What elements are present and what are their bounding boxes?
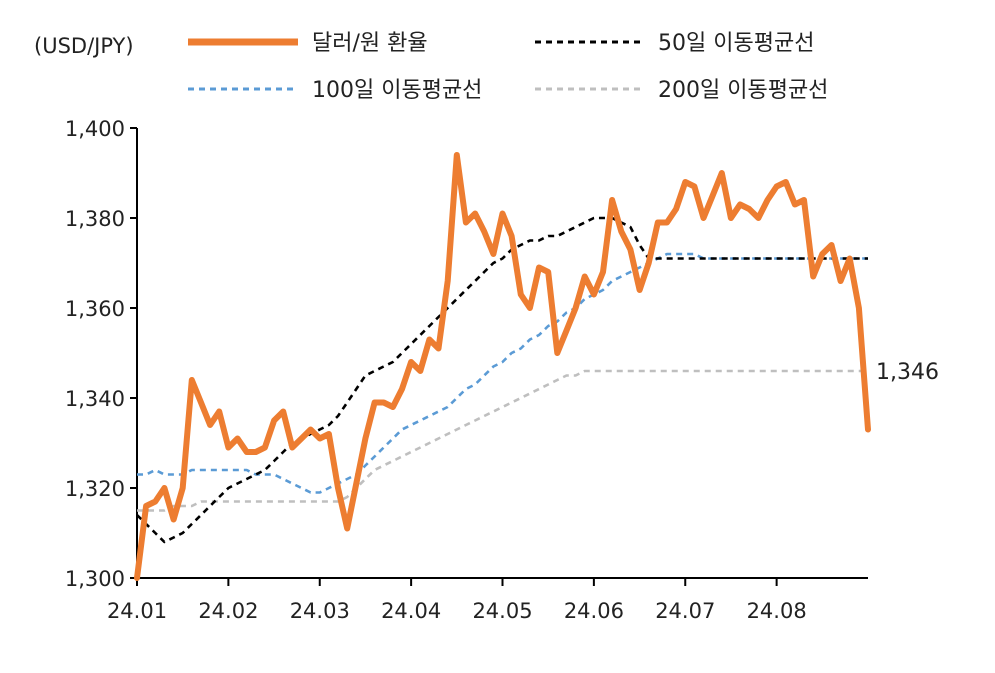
- series-line-ma200: [137, 369, 868, 512]
- series-line-usdkrw: [134, 152, 871, 581]
- annotations: 1,346: [876, 360, 939, 385]
- legend-label-ma200: 200일 이동평균선: [658, 78, 828, 103]
- x-tick-label: 24.07: [655, 599, 715, 623]
- y-tick-label: 1,400: [65, 117, 125, 141]
- legend-item-ma100: 100일 이동평균선: [188, 78, 482, 103]
- y-tick-label: 1,340: [65, 387, 125, 411]
- legend: 달러/원 환율 50일 이동평균선 100일 이동평균선 200일 이동평균선: [188, 31, 828, 103]
- annotation-ma200-value: 1,346: [876, 360, 939, 385]
- x-tick-label: 24.04: [381, 599, 441, 623]
- series-line-ma100: [137, 252, 868, 494]
- legend-item-usdkrw: 달러/원 환율: [188, 31, 428, 56]
- plot-area: [134, 152, 871, 581]
- legend-label-ma100: 100일 이동평균선: [312, 78, 482, 103]
- x-tick-label: 24.05: [472, 599, 532, 623]
- legend-label-ma50: 50일 이동평균선: [658, 31, 814, 56]
- x-tick-label: 24.02: [198, 599, 258, 623]
- y-tick-label: 1,320: [65, 477, 125, 501]
- y-tick-label: 1,360: [65, 297, 125, 321]
- series-line-ma50: [136, 216, 868, 544]
- y-tick-label: 1,380: [65, 207, 125, 231]
- x-axis: 24.01 24.02 24.03 24.04 24.05 24.06 24.07 24.08: [107, 577, 868, 623]
- x-tick-label: 24.08: [747, 599, 807, 623]
- legend-label-usdkrw: 달러/원 환율: [312, 31, 428, 56]
- y-axis: 1,300 1,320 1,340 1,360 1,380 1,400: [65, 117, 138, 591]
- y-tick-label: 1,300: [65, 567, 125, 591]
- y-unit-label: (USD/JPY): [34, 34, 134, 58]
- x-tick-label: 24.03: [290, 599, 350, 623]
- x-tick-label: 24.06: [564, 599, 624, 623]
- legend-item-ma50: 50일 이동평균선: [535, 31, 814, 56]
- legend-item-ma200: 200일 이동평균선: [535, 78, 828, 103]
- x-tick-label: 24.01: [107, 599, 167, 623]
